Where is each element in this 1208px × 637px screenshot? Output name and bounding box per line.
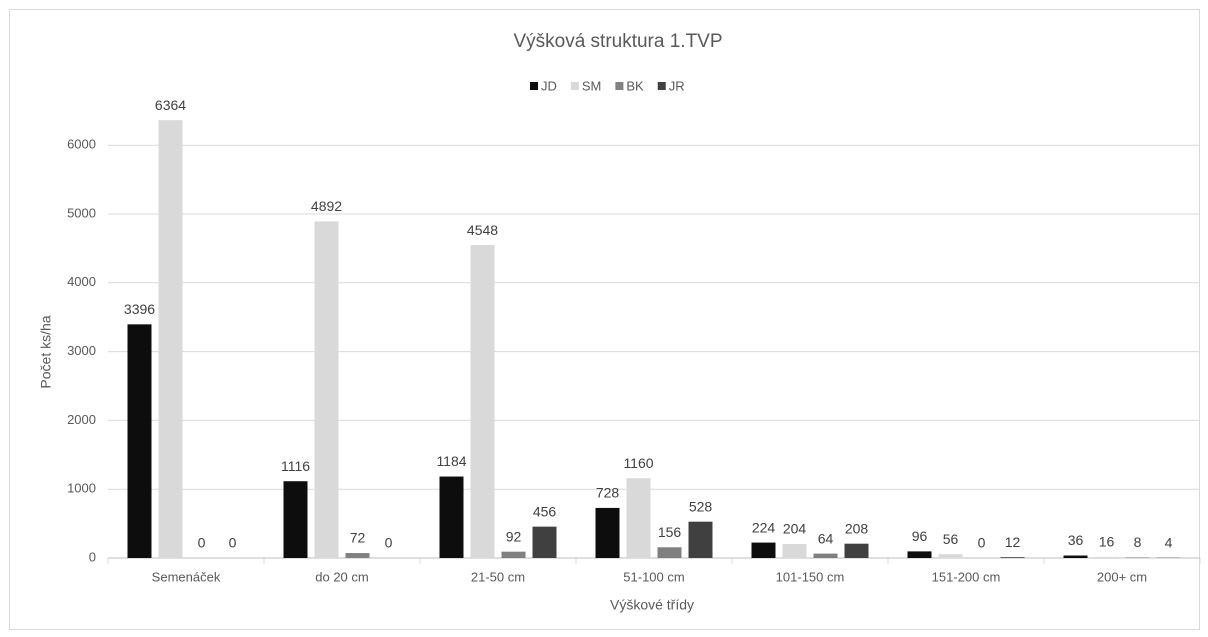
bar — [844, 543, 869, 558]
legend-swatch — [570, 82, 579, 90]
bar — [595, 507, 620, 558]
data-label: 72 — [350, 530, 366, 546]
data-label: 56 — [943, 531, 959, 547]
x-tick-label: Semenáček — [152, 569, 221, 584]
y-tick-label: 2000 — [67, 412, 96, 427]
data-label: 4 — [1165, 534, 1173, 550]
bar — [1125, 557, 1150, 558]
data-label: 156 — [658, 524, 682, 540]
bar — [345, 553, 370, 558]
data-label: 1160 — [623, 455, 653, 471]
bar — [1094, 556, 1119, 558]
data-label: 4548 — [467, 222, 498, 238]
y-tick-label: 5000 — [67, 205, 96, 220]
legend-swatch — [615, 82, 624, 90]
data-label: 8 — [1134, 534, 1142, 550]
data-label: 1184 — [436, 453, 466, 469]
data-label: 208 — [845, 520, 869, 536]
bar — [907, 551, 932, 558]
bar — [626, 478, 651, 558]
legend-swatch — [530, 82, 538, 90]
data-label: 16 — [1099, 534, 1115, 550]
data-label: 36 — [1068, 532, 1084, 548]
data-label: 0 — [385, 535, 393, 551]
bar — [657, 547, 682, 558]
bar — [938, 554, 963, 558]
data-label: 456 — [533, 503, 557, 519]
data-label: 96 — [912, 528, 928, 544]
y-tick-label: 4000 — [67, 274, 96, 289]
x-tick-label: 101-150 cm — [776, 569, 845, 584]
data-label: 0 — [229, 535, 237, 551]
x-axis-title: Výškové třídy — [610, 597, 694, 613]
data-label: 528 — [689, 498, 713, 514]
bar — [751, 542, 776, 558]
data-label: 0 — [198, 535, 206, 551]
y-tick-label: 0 — [89, 549, 96, 564]
bar — [283, 481, 308, 558]
bar — [532, 526, 557, 558]
data-label: 64 — [818, 530, 834, 546]
bar — [1000, 557, 1025, 558]
x-tick-label: 151-200 cm — [932, 569, 1001, 584]
data-label: 92 — [506, 528, 522, 544]
y-tick-label: 6000 — [67, 137, 96, 152]
legend-swatch — [657, 82, 666, 90]
y-tick-label: 1000 — [67, 481, 96, 496]
y-axis-title: Počet ks/ha — [38, 315, 54, 388]
x-tick-label: do 20 cm — [315, 569, 368, 584]
bar — [501, 551, 526, 558]
chart-title: Výšková struktura 1.TVP — [513, 31, 722, 52]
y-tick-label: 3000 — [67, 343, 96, 358]
legend-label: JR — [669, 78, 685, 93]
x-tick-label: 200+ cm — [1097, 569, 1147, 584]
bar — [314, 221, 339, 558]
legend-label: SM — [582, 78, 602, 93]
data-label: 224 — [752, 519, 776, 535]
bar — [470, 245, 495, 558]
legend-label: BK — [626, 78, 644, 93]
legend-label: JD — [541, 78, 557, 93]
data-label: 1116 — [281, 458, 310, 474]
data-label: 3396 — [124, 301, 155, 317]
data-label: 0 — [978, 535, 986, 551]
bar — [1063, 555, 1088, 558]
data-label: 6364 — [155, 97, 186, 113]
bar — [688, 521, 713, 558]
data-label: 4892 — [311, 198, 342, 214]
bar — [127, 324, 152, 558]
bar — [158, 120, 183, 558]
data-label: 204 — [783, 521, 807, 537]
bar — [439, 476, 464, 558]
data-label: 12 — [1005, 534, 1021, 550]
bar — [813, 553, 838, 558]
data-label: 728 — [596, 485, 620, 501]
x-tick-label: 51-100 cm — [623, 569, 684, 584]
bar — [782, 543, 807, 558]
x-tick-label: 21-50 cm — [471, 569, 525, 584]
